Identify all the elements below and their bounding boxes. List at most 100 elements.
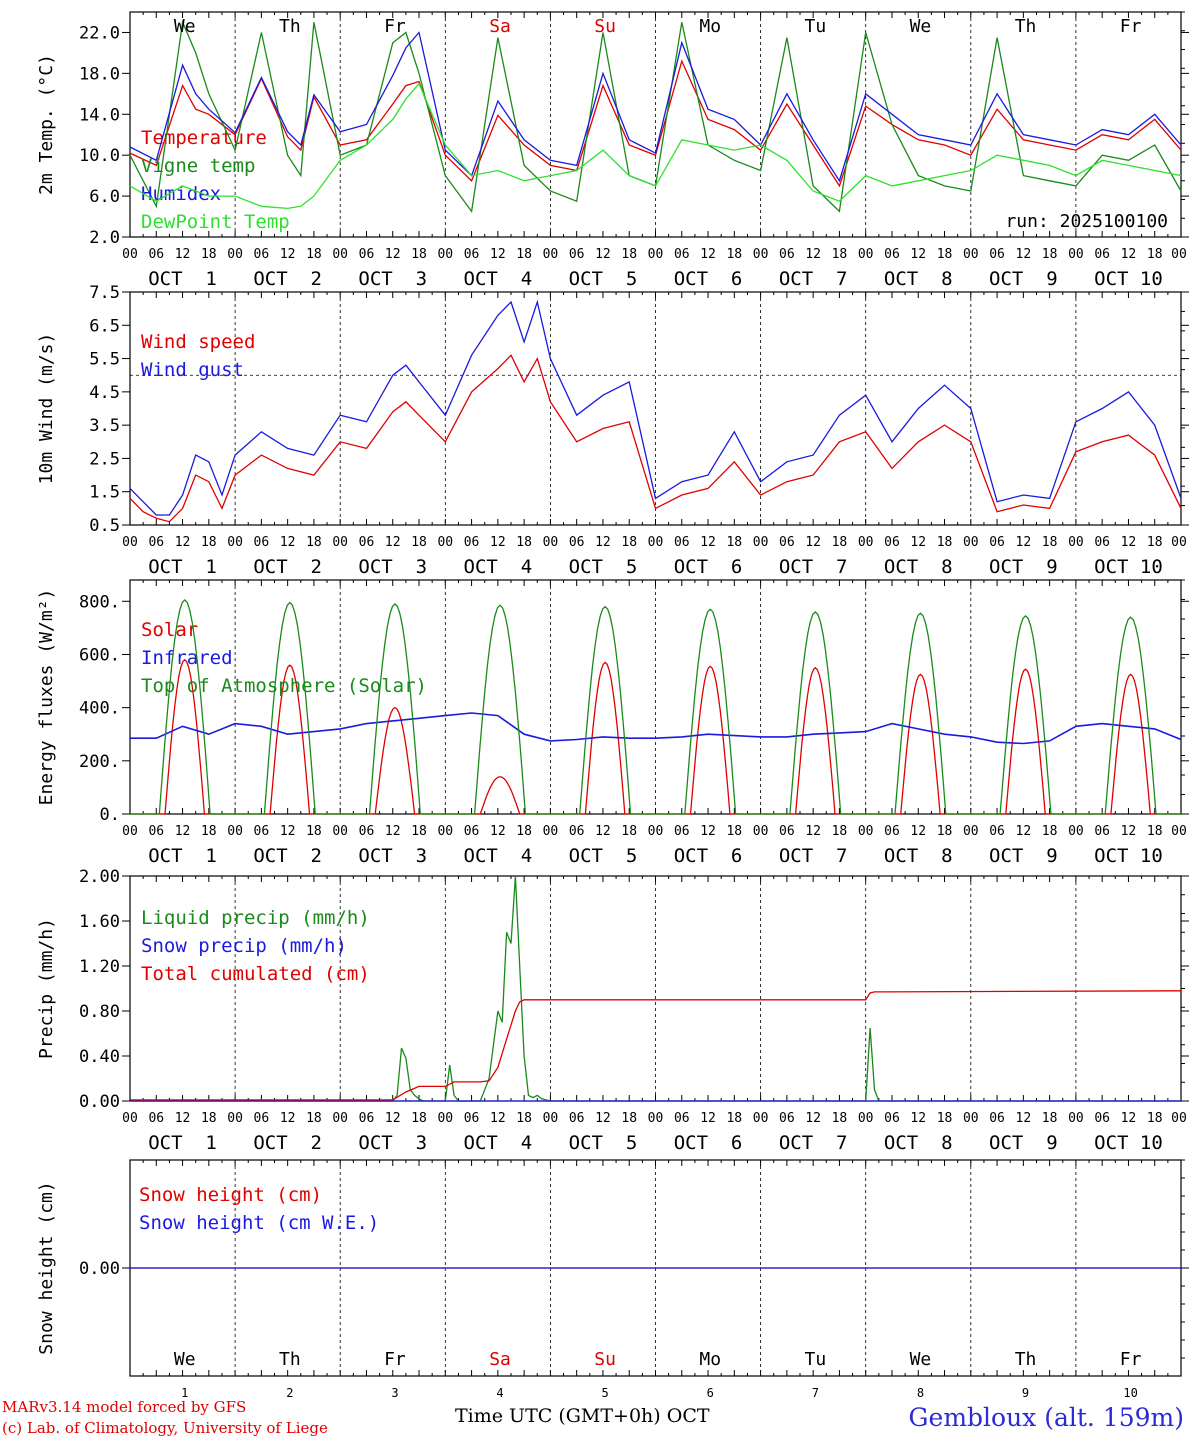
hour-tick-label: 00: [1068, 1111, 1084, 1126]
y-tick-label: 1.60: [79, 912, 120, 932]
series-line-3: [129, 31, 1182, 183]
hour-tick-label: 00: [753, 535, 769, 550]
hour-tick-label: 06: [569, 824, 585, 839]
hour-tick-label: 12: [175, 535, 191, 550]
hour-tick-label: 12: [1016, 535, 1032, 550]
day-number-label: 4: [496, 1386, 503, 1400]
legend-entry: Wind gust: [141, 359, 244, 381]
date-label: OCT 2: [253, 1132, 322, 1154]
day-number-label: 9: [1022, 1386, 1029, 1400]
hour-tick-label: 18: [516, 824, 532, 839]
hour-tick-label: 12: [700, 824, 716, 839]
hour-tick-label: 12: [700, 1111, 716, 1126]
date-label: OCT 9: [989, 1132, 1058, 1154]
hour-tick-label: 12: [1121, 535, 1137, 550]
date-label: OCT 5: [569, 268, 638, 290]
y-tick-label: 14.0: [79, 105, 120, 125]
hour-tick-label: 12: [280, 1111, 296, 1126]
hour-tick-label: 00: [648, 1111, 664, 1126]
hour-tick-label: 12: [910, 535, 926, 550]
y-tick-label: 6.5: [89, 316, 120, 336]
series-line-1: [129, 59, 1182, 188]
date-label: OCT 5: [569, 1132, 638, 1154]
y-tick-label: 5.5: [89, 350, 120, 370]
hour-tick-label: 12: [595, 247, 611, 262]
hour-tick-label: 00: [753, 1111, 769, 1126]
hour-tick-label: 06: [359, 247, 375, 262]
hour-tick-label: 12: [595, 824, 611, 839]
hour-tick-label: 18: [1042, 824, 1058, 839]
date-label: OCT 9: [989, 556, 1058, 578]
date-label: OCT 2: [253, 268, 322, 290]
hour-tick-label: 12: [175, 824, 191, 839]
hour-tick-label: 18: [832, 247, 848, 262]
hour-tick-label: 00: [332, 247, 348, 262]
day-number-label: 6: [707, 1386, 714, 1400]
hour-tick-label: 18: [937, 247, 953, 262]
hour-tick-label: 06: [989, 535, 1005, 550]
weekday-label: Mo: [699, 1349, 721, 1370]
weekday-label: Th: [279, 1349, 301, 1370]
hour-tick-label: 00: [332, 1111, 348, 1126]
hour-tick-label: 18: [726, 535, 742, 550]
day-number-label: 3: [391, 1386, 398, 1400]
hour-tick-label: 06: [674, 535, 690, 550]
date-label: OCT 6: [674, 1132, 743, 1154]
hour-tick-label: 18: [621, 535, 637, 550]
y-tick-label: 0.: [100, 805, 120, 825]
y-tick-label: 1.5: [89, 483, 120, 503]
date-label: OCT 6: [674, 556, 743, 578]
hour-tick-label: 18: [1147, 824, 1163, 839]
weekday-label: Su: [594, 1349, 616, 1370]
hour-tick-label: 18: [1147, 247, 1163, 262]
date-label: OCT 1: [148, 556, 217, 578]
hour-tick-label: 00: [753, 824, 769, 839]
date-label: OCT 9: [989, 845, 1058, 867]
hour-tick-label: 00: [858, 824, 874, 839]
hour-tick-label: 12: [805, 824, 821, 839]
hour-tick-label: 12: [805, 535, 821, 550]
legend-entry: Liquid precip (mm/h): [141, 907, 370, 929]
date-label: OCT 2: [253, 845, 322, 867]
y-tick-label: 800.: [79, 592, 120, 612]
hour-tick-label: 12: [385, 1111, 401, 1126]
weekday-label: Fr: [384, 1349, 406, 1370]
hour-tick-label: 00: [227, 1111, 243, 1126]
hour-tick-label: 18: [1042, 247, 1058, 262]
hour-tick-label: 00: [122, 1111, 138, 1126]
hour-tick-label: 12: [910, 247, 926, 262]
hour-tick-label: 00: [648, 824, 664, 839]
weekday-label: Tu: [804, 1349, 826, 1370]
y-tick-label: 22.0: [79, 23, 120, 43]
panel-3: 0. 200. 400. 600. 800. Energy fluxes (W/m²) So…: [36, 579, 1189, 867]
credit-lab: (c) Lab. of Climatology, University of L…: [2, 1419, 328, 1437]
legend-entry: Vigne temp: [141, 155, 255, 177]
hour-tick-label: 12: [280, 824, 296, 839]
hour-tick-label: 12: [805, 247, 821, 262]
hour-tick-label: 06: [989, 824, 1005, 839]
hour-tick-label: 00: [858, 247, 874, 262]
hour-tick-label: 06: [148, 535, 164, 550]
hour-tick-label: 18: [937, 824, 953, 839]
legend-entry: Total cumulated (cm): [141, 963, 370, 985]
series-line-2: [129, 19, 1182, 214]
date-label: OCT 7: [779, 268, 848, 290]
hour-tick-label: 06: [884, 247, 900, 262]
hour-tick-label: 06: [464, 824, 480, 839]
weekday-label: Th: [1015, 1349, 1037, 1370]
hour-tick-label: 12: [280, 247, 296, 262]
date-label: OCT 6: [674, 268, 743, 290]
hour-tick-label: 00: [648, 535, 664, 550]
hour-tick-label: 00: [963, 1111, 979, 1126]
hour-tick-label: 18: [832, 1111, 848, 1126]
hour-tick-label: 00: [437, 1111, 453, 1126]
y-axis-label: 2m Temp. (°C): [36, 54, 57, 195]
day-number-label: 7: [812, 1386, 819, 1400]
hour-tick-label: 00: [437, 824, 453, 839]
hour-tick-label: 18: [201, 824, 217, 839]
hour-tick-label: 00: [543, 535, 559, 550]
weekday-label: We: [910, 16, 932, 37]
hour-tick-label: 12: [490, 535, 506, 550]
hour-tick-label: 06: [359, 1111, 375, 1126]
